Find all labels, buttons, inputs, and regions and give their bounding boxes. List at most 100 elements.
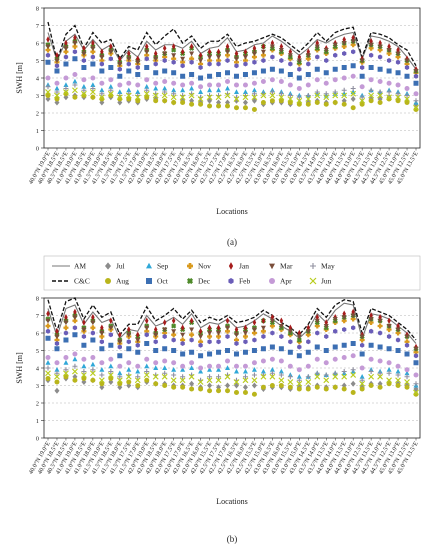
point-dec (296, 337, 302, 343)
point-jan (153, 326, 158, 333)
legend-swatch-may (310, 263, 316, 269)
point-apr (135, 363, 141, 369)
point-feb (207, 61, 212, 67)
point-nov (260, 328, 266, 334)
point-jun (45, 89, 51, 95)
y-tick-label: 6 (36, 331, 39, 338)
point-jun (332, 373, 339, 380)
point-aug (242, 390, 248, 395)
point-aug (314, 100, 320, 105)
point-oct (216, 349, 222, 355)
point-oct (395, 348, 401, 353)
point-oct (171, 70, 177, 76)
point-aug (72, 94, 78, 100)
point-oct (135, 72, 141, 77)
point-oct (269, 66, 275, 72)
point-mar (99, 55, 105, 60)
point-oct (233, 73, 239, 79)
point-mar (314, 318, 320, 324)
point-may (386, 89, 392, 95)
point-sep (242, 89, 248, 94)
point-jun (215, 94, 222, 101)
point-jun (125, 373, 132, 380)
point-aug (144, 377, 150, 383)
point-jan (261, 43, 266, 50)
point-aug (189, 101, 195, 107)
point-jun (161, 92, 168, 99)
point-jan (207, 324, 212, 331)
legend-label: Jul (116, 262, 125, 271)
point-apr (233, 363, 239, 369)
point-jun (98, 377, 105, 384)
point-apr (81, 356, 87, 362)
point-mar (323, 324, 329, 329)
point-apr (207, 82, 213, 88)
point-nov (350, 316, 356, 322)
point-sep (63, 82, 69, 87)
point-mar (171, 53, 177, 58)
point-mar (90, 46, 96, 51)
point-jan (144, 317, 149, 324)
legend-swatch-feb (228, 278, 234, 284)
point-jun (224, 373, 231, 380)
series-line-am (47, 302, 417, 344)
point-jan (162, 45, 167, 52)
point-oct (162, 346, 168, 352)
point-oct (242, 72, 248, 77)
point-feb (333, 52, 338, 58)
point-may (162, 89, 168, 95)
x-axis-label: Locations (216, 497, 248, 506)
legend-label: May (321, 262, 335, 271)
point-feb (252, 59, 257, 65)
point-may (368, 369, 374, 374)
point-mar (350, 39, 356, 44)
point-apr (216, 82, 222, 88)
point-jun (305, 379, 312, 385)
point-mar (368, 42, 374, 48)
point-oct (153, 348, 159, 353)
point-jun (188, 92, 195, 99)
point-oct (63, 61, 69, 67)
point-feb (351, 49, 356, 55)
legend-swatch-sep (146, 262, 152, 269)
point-mar (296, 334, 302, 340)
point-may (323, 91, 329, 97)
point-nov (269, 47, 275, 53)
point-sep (144, 84, 150, 89)
point-mar (323, 48, 329, 53)
point-oct (269, 344, 275, 350)
point-apr (198, 84, 204, 90)
point-jun (251, 94, 258, 101)
point-jan (91, 314, 95, 321)
point-apr (314, 77, 320, 83)
point-oct (332, 66, 338, 72)
point-sep (135, 368, 141, 374)
point-nov (144, 328, 150, 334)
point-apr (135, 82, 141, 88)
point-mar (377, 44, 383, 50)
point-may (314, 370, 320, 376)
point-oct (296, 353, 302, 359)
point-jun (323, 377, 330, 384)
point-nov (260, 52, 266, 58)
point-apr (278, 79, 284, 84)
point-aug (233, 390, 239, 395)
point-aug (278, 383, 284, 388)
point-nov (45, 47, 51, 53)
point-apr (126, 360, 132, 366)
point-mar (72, 315, 78, 320)
point-may (90, 86, 96, 91)
legend-label: Mar (280, 262, 293, 271)
point-aug (404, 100, 410, 105)
point-sep (189, 85, 195, 91)
point-apr (377, 358, 383, 364)
point-aug (189, 386, 195, 392)
point-apr (72, 351, 78, 357)
point-mar (233, 56, 239, 62)
point-jan (243, 324, 248, 331)
point-mar (117, 62, 123, 67)
point-feb (243, 339, 248, 345)
point-mar (180, 332, 186, 338)
point-nov (287, 56, 293, 62)
